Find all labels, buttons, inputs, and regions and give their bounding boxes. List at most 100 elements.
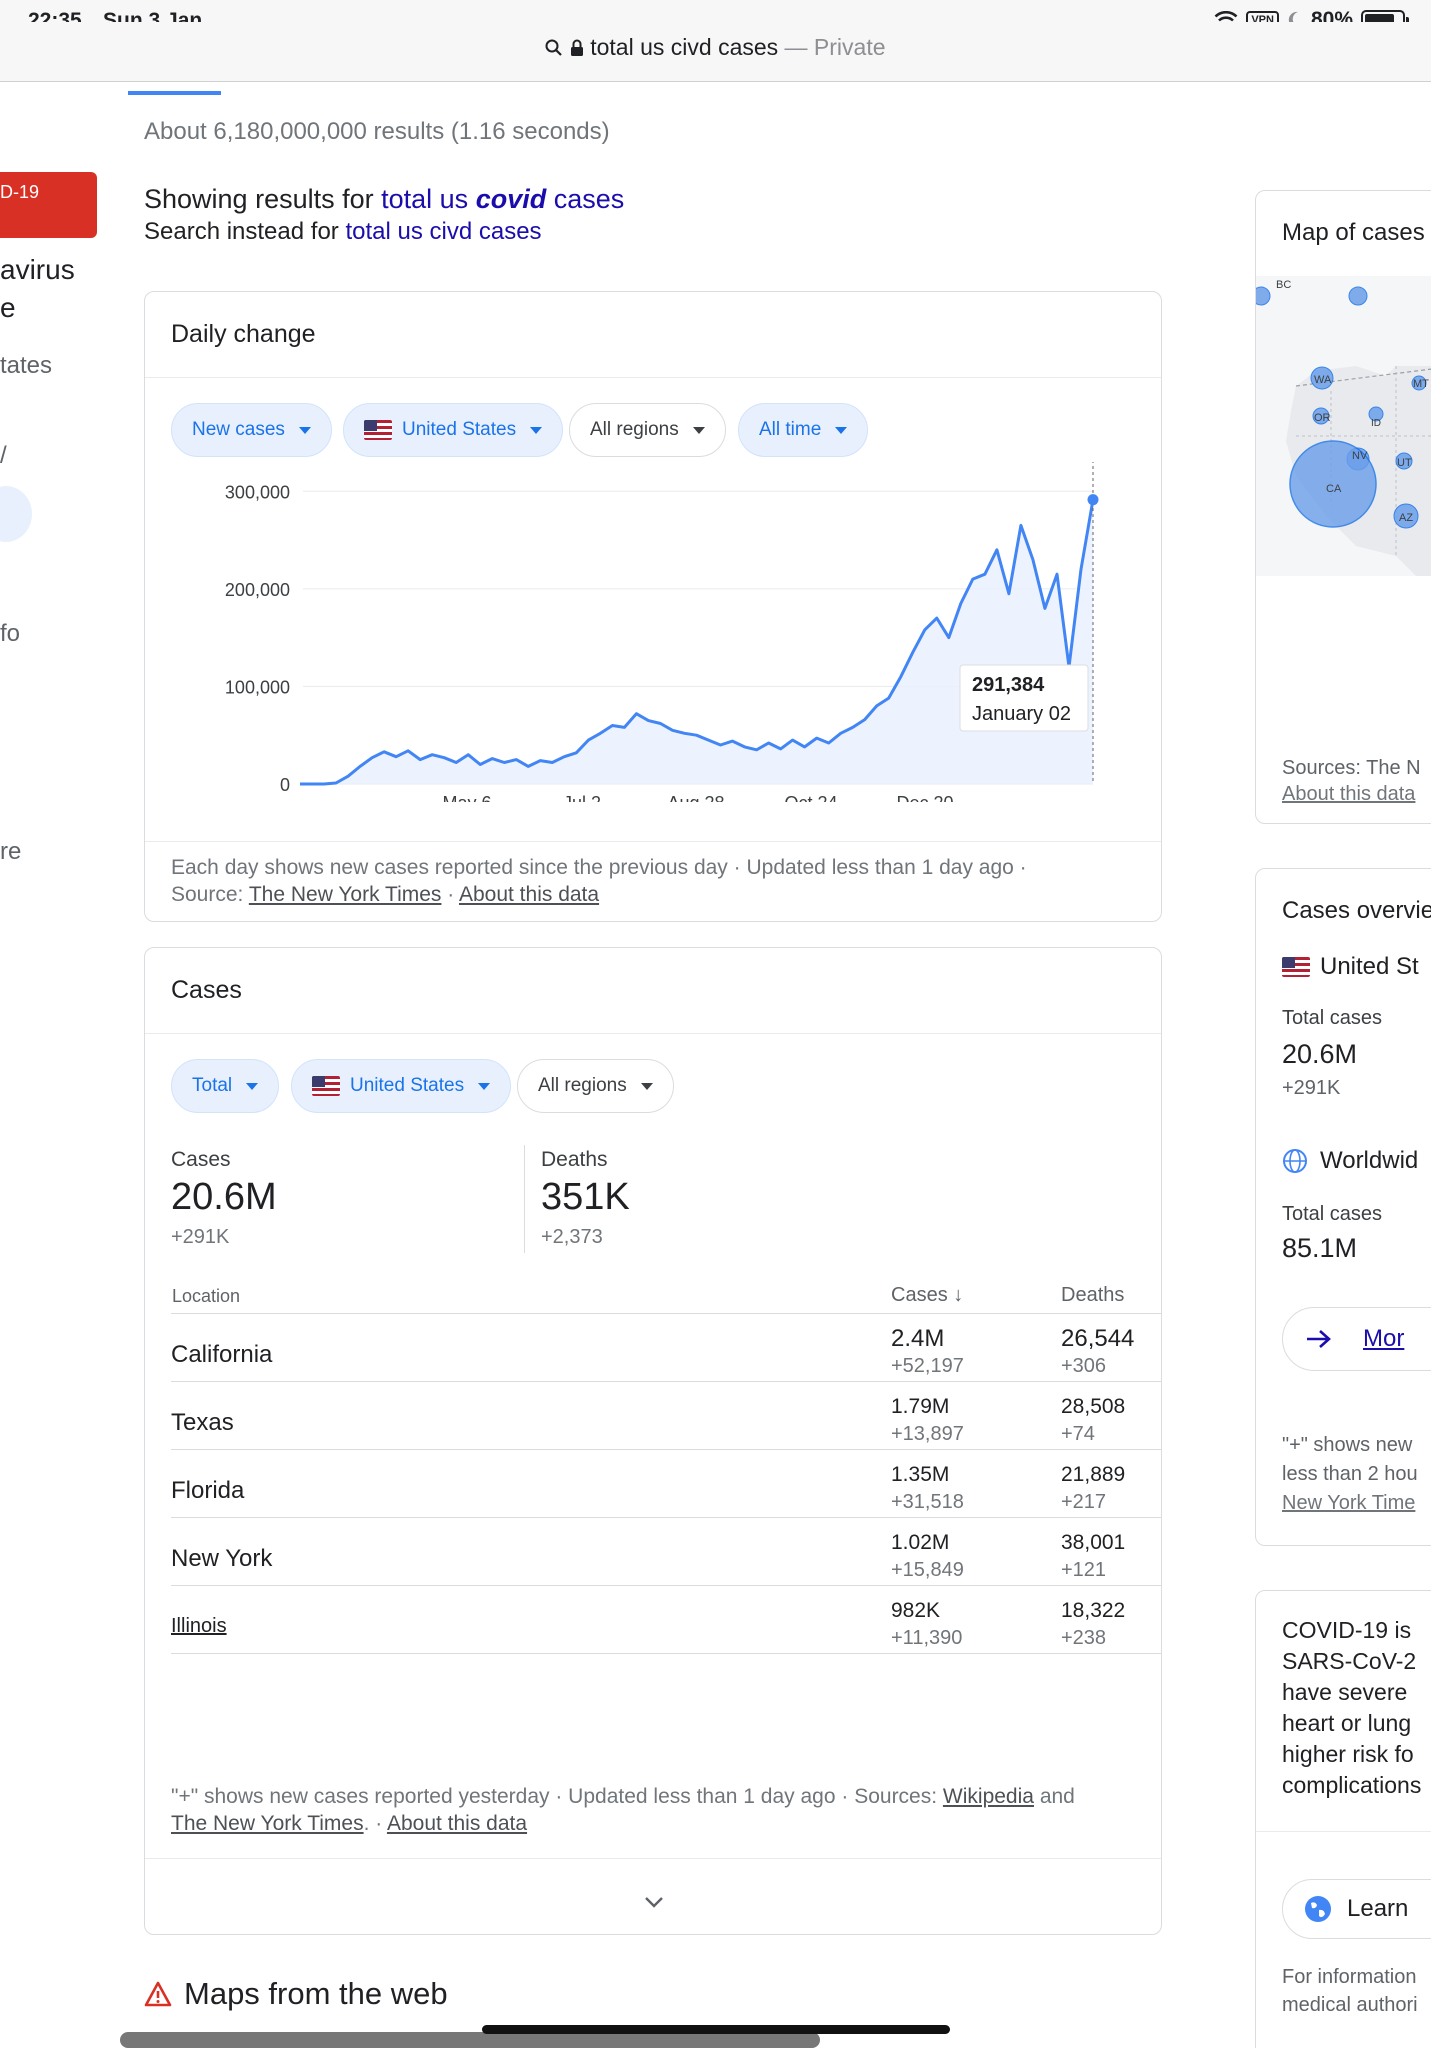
row-deaths: 38,001 bbox=[1061, 1531, 1126, 1554]
overview-note-2: less than 2 hou bbox=[1282, 1463, 1418, 1485]
caret-down-icon bbox=[692, 426, 705, 434]
location-header: Location bbox=[172, 1286, 241, 1306]
map-card: Map of cases BC WA MT OR ID NV UT CA AZ … bbox=[1255, 190, 1431, 824]
x-tick-label: Aug 28 bbox=[667, 793, 724, 802]
row-divider bbox=[171, 1381, 1161, 1382]
cases-stat-value: 20.6M bbox=[171, 1176, 277, 1218]
row-deaths: 26,544 bbox=[1061, 1325, 1135, 1352]
table-row[interactable]: New York 1.02M +15,849 38,001 +121 bbox=[145, 1525, 1161, 1585]
info-line: COVID-19 is bbox=[1282, 1617, 1412, 1643]
table-row[interactable]: Florida 1.35M +31,518 21,889 +217 bbox=[145, 1457, 1161, 1517]
row-deaths: 21,889 bbox=[1061, 1463, 1126, 1486]
row-cases-delta: +31,518 bbox=[891, 1491, 964, 1513]
daily-cases-chart[interactable]: 0 100,000 200,000 300,000 May 6 Jul 2 Aug 28 Oc… bbox=[145, 462, 1163, 802]
row-cases: 1.02M bbox=[891, 1531, 950, 1554]
table-row[interactable]: California 2.4M +52,197 26,544 +306 bbox=[145, 1321, 1161, 1381]
address-bar[interactable]: total us civd cases — Private bbox=[0, 22, 1431, 82]
info-line: SARS-CoV-2 bbox=[1282, 1648, 1417, 1674]
nyt-source-link[interactable]: The New York Times bbox=[248, 883, 442, 906]
world-total-value: 85.1M bbox=[1282, 1233, 1358, 1263]
nyt-link[interactable]: The New York Times bbox=[171, 1812, 364, 1835]
map-sources: Sources: The N bbox=[1282, 757, 1421, 779]
region-dropdown[interactable]: All regions bbox=[569, 403, 726, 457]
cases-header[interactable]: Cases ↓ bbox=[891, 1284, 964, 1306]
overview-world-row[interactable]: Worldwid bbox=[1282, 1147, 1418, 1175]
arrow-right-icon bbox=[1307, 1330, 1331, 1348]
table-row[interactable]: Illinois 982K +11,390 18,322 +238 bbox=[145, 1593, 1161, 1653]
caret-down-icon bbox=[298, 426, 311, 434]
about-data-link[interactable]: About this data bbox=[458, 883, 600, 906]
card-divider bbox=[145, 841, 1161, 842]
info-line: complications bbox=[1282, 1772, 1422, 1798]
maps-thumbnails[interactable] bbox=[120, 2032, 820, 2048]
country-dropdown[interactable]: United States bbox=[343, 403, 564, 457]
us-flag-icon bbox=[312, 1076, 340, 1096]
time-dropdown[interactable]: All time bbox=[738, 403, 869, 457]
svg-text:NV: NV bbox=[1352, 450, 1368, 462]
row-divider bbox=[171, 1313, 1161, 1314]
x-tick-label: May 6 bbox=[442, 793, 491, 802]
svg-text:CA: CA bbox=[1326, 483, 1342, 495]
svg-text:UT: UT bbox=[1397, 457, 1412, 469]
tooltip-box bbox=[959, 664, 1089, 732]
us-flag-icon bbox=[364, 420, 392, 440]
deaths-stat-delta: +2,373 bbox=[541, 1226, 603, 1248]
globe-icon bbox=[1305, 1896, 1331, 1922]
expand-chevron-icon[interactable] bbox=[642, 1894, 666, 1910]
info-line: higher risk fo bbox=[1282, 1741, 1414, 1767]
more-button[interactable]: Mor bbox=[1282, 1307, 1431, 1371]
deaths-stat-value: 351K bbox=[541, 1176, 630, 1218]
daily-footnote: Each day shows new cases reported since … bbox=[171, 856, 1027, 906]
world-total-label: Total cases bbox=[1282, 1203, 1383, 1225]
globe-icon bbox=[1283, 1149, 1307, 1173]
cases-title: Cases bbox=[171, 976, 242, 1004]
row-divider bbox=[171, 1517, 1161, 1518]
x-tick-label: Dec 20 bbox=[896, 793, 953, 802]
info-foot-2: medical authori bbox=[1282, 1994, 1418, 2016]
tooltip-date: January 02 bbox=[972, 703, 1071, 725]
row-deaths-delta: +74 bbox=[1061, 1423, 1095, 1445]
left-covid-badge[interactable]: D-19 bbox=[0, 172, 97, 238]
corrected-query-link[interactable]: total us covid cases bbox=[381, 184, 625, 214]
cases-card: Cases Total United States All regions Ca… bbox=[144, 947, 1162, 1935]
map-title: Map of cases bbox=[1282, 219, 1425, 246]
table-row[interactable]: Texas 1.79M +13,897 28,508 +74 bbox=[145, 1389, 1161, 1449]
row-location: California bbox=[171, 1341, 273, 1368]
row-cases: 982K bbox=[891, 1599, 941, 1622]
left-nav-bubble[interactable] bbox=[0, 486, 32, 542]
row-cases-delta: +13,897 bbox=[891, 1423, 964, 1445]
left-text-4: / bbox=[0, 442, 7, 469]
us-cases-map[interactable]: BC WA MT OR ID NV UT CA AZ bbox=[1256, 276, 1431, 576]
svg-text:ID: ID bbox=[1371, 418, 1381, 429]
y-tick-label: 100,000 bbox=[225, 677, 290, 697]
original-query-link[interactable]: total us civd cases bbox=[345, 218, 542, 245]
card-divider bbox=[1256, 1831, 1431, 1832]
info-foot-1: For information bbox=[1282, 1966, 1417, 1988]
cases-country-dropdown[interactable]: United States bbox=[291, 1059, 512, 1113]
row-deaths: 28,508 bbox=[1061, 1395, 1126, 1418]
us-flag-icon bbox=[1282, 957, 1310, 977]
left-text-6: re bbox=[0, 838, 22, 865]
learn-more-button[interactable]: Learn bbox=[1282, 1879, 1431, 1939]
caret-down-icon bbox=[640, 1082, 653, 1090]
x-tick-label: Jul 2 bbox=[563, 793, 601, 802]
url-display[interactable]: total us civd cases — Private bbox=[0, 34, 1431, 61]
daily-change-card: Daily change New cases United States All… bbox=[144, 291, 1162, 922]
wikipedia-link[interactable]: Wikipedia bbox=[942, 1785, 1034, 1808]
total-dropdown[interactable]: Total bbox=[171, 1059, 280, 1113]
overview-us-row[interactable]: United St bbox=[1282, 953, 1419, 981]
active-tab-indicator bbox=[128, 91, 221, 95]
y-tick-label: 0 bbox=[280, 775, 290, 795]
card-divider bbox=[145, 1033, 1161, 1034]
metric-dropdown[interactable]: New cases bbox=[171, 403, 332, 457]
y-tick-label: 300,000 bbox=[225, 482, 290, 502]
map-about-link[interactable]: About this data bbox=[1282, 783, 1416, 805]
warning-icon bbox=[144, 1981, 172, 2007]
row-divider bbox=[171, 1449, 1161, 1450]
overview-nyt-link[interactable]: New York Time bbox=[1282, 1492, 1416, 1514]
svg-text:AZ: AZ bbox=[1399, 512, 1413, 524]
cases-region-dropdown[interactable]: All regions bbox=[517, 1059, 674, 1113]
row-location[interactable]: Illinois bbox=[171, 1615, 227, 1637]
deaths-header[interactable]: Deaths bbox=[1061, 1284, 1125, 1306]
cases-about-link[interactable]: About this data bbox=[386, 1812, 528, 1835]
